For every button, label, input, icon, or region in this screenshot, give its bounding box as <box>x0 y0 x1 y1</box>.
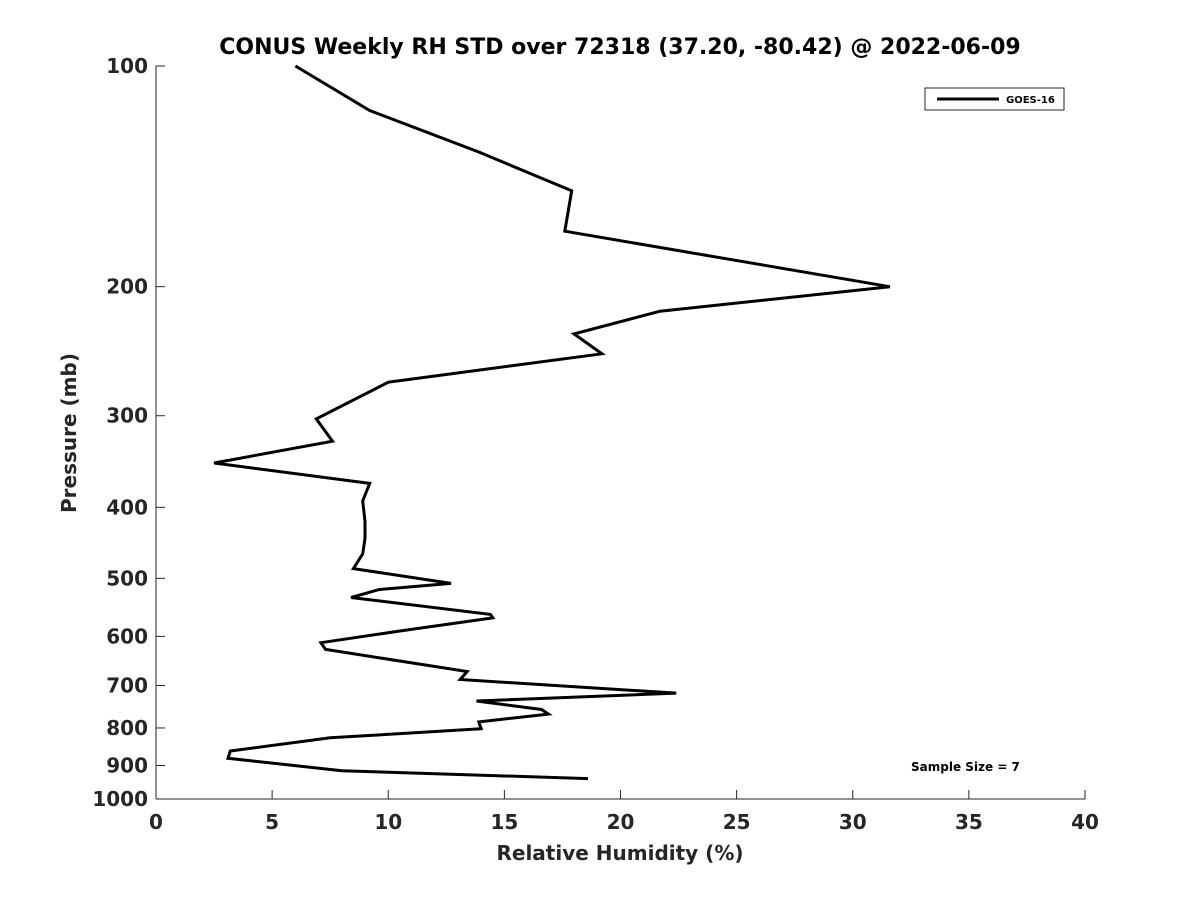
x-tick-label: 15 <box>490 810 518 834</box>
y-tick-labels: 100 200 300 400 500 600 700 800 900 1000 <box>92 54 148 811</box>
x-axis-label: Relative Humidity (%) <box>496 841 743 865</box>
legend: GOES-16 <box>924 87 1065 111</box>
chart-title: CONUS Weekly RH STD over 72318 (37.20, -… <box>219 35 1020 60</box>
tick-marks <box>155 65 1086 800</box>
y-tick-label: 900 <box>106 753 148 777</box>
x-tick-label: 20 <box>607 810 635 834</box>
x-tick-label: 5 <box>265 810 279 834</box>
y-tick-label: 800 <box>106 716 148 740</box>
y-tick-label: 500 <box>106 566 148 590</box>
y-tick-label: 700 <box>106 673 148 697</box>
y-tick-label: 300 <box>106 404 148 428</box>
x-tick-label: 10 <box>374 810 402 834</box>
x-tick-label: 0 <box>149 810 163 834</box>
sample-size-annotation: Sample Size = 7 <box>911 760 1020 774</box>
x-tick-label: 30 <box>839 810 867 834</box>
x-tick-label: 40 <box>1071 810 1099 834</box>
y-tick-label: 200 <box>106 275 148 299</box>
y-tick-label: 400 <box>106 495 148 519</box>
series-line-goes-16 <box>213 64 891 781</box>
y-tick-label: 1000 <box>92 787 148 811</box>
x-tick-label: 35 <box>955 810 983 834</box>
y-tick-label: 600 <box>106 624 148 648</box>
x-tick-labels: 0 5 10 15 20 25 30 35 40 <box>149 810 1099 834</box>
legend-entry-goes-16: GOES-16 <box>1006 95 1055 106</box>
y-tick-label: 100 <box>106 54 148 78</box>
y-axis-label: Pressure (mb) <box>57 353 81 513</box>
data-series <box>213 64 891 781</box>
x-tick-label: 25 <box>723 810 751 834</box>
